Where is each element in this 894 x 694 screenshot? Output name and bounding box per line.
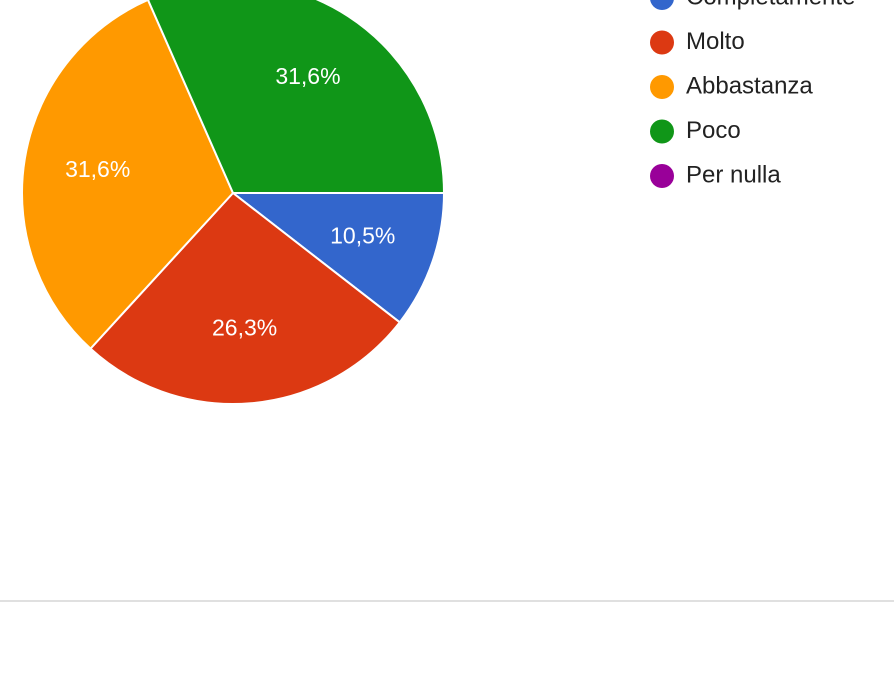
slice-label: 26,3% — [212, 315, 277, 341]
legend-text: Molto — [686, 28, 745, 55]
slice-label: 31,6% — [275, 63, 340, 89]
legend-swatch — [650, 30, 674, 55]
legend-text: Poco — [686, 117, 741, 144]
legend-swatch — [650, 75, 674, 99]
slice-label: 10,5% — [330, 223, 395, 249]
legend-swatch — [650, 164, 674, 188]
legend-text: Per nulla — [686, 161, 781, 188]
legend-swatch — [650, 119, 674, 144]
legend-text: Abbastanza — [686, 72, 813, 99]
pie-slice — [146, 0, 446, 194]
pie-slice — [230, 192, 446, 324]
pie-slice — [89, 191, 402, 405]
legend-text: Completamente — [686, 0, 855, 10]
legend-swatch — [650, 0, 674, 10]
slice-label: 31,6% — [65, 156, 130, 182]
pie-slice — [21, 0, 235, 351]
